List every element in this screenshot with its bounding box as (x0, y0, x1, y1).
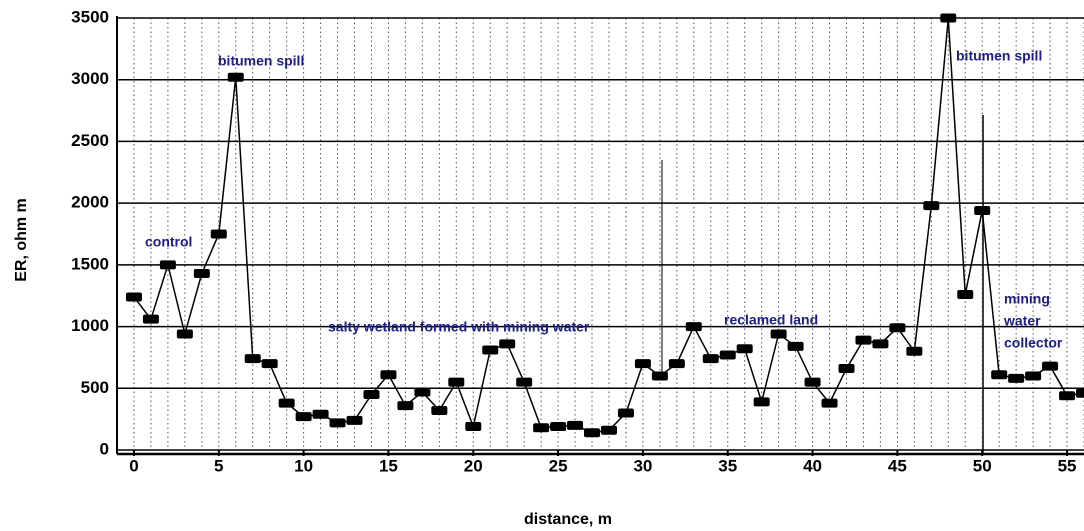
marker (414, 387, 431, 397)
annotation: control (145, 234, 192, 250)
y-tick-label: 3500 (71, 7, 109, 26)
y-tick-label: 1500 (71, 254, 109, 273)
annotation: water (1003, 313, 1041, 329)
marker (312, 409, 329, 419)
marker (550, 422, 567, 432)
y-axis-label: ER, ohm m (13, 198, 30, 282)
x-tick-label: 20 (464, 456, 483, 475)
marker (600, 425, 617, 435)
marker (685, 322, 702, 332)
marker (244, 354, 261, 364)
marker (397, 401, 414, 411)
marker (482, 345, 499, 355)
marker (431, 406, 448, 416)
marker (651, 371, 668, 381)
marker (1008, 373, 1025, 383)
marker (380, 370, 397, 380)
x-tick-label: 25 (549, 456, 568, 475)
annotation: salty wetland formed with mining water (328, 319, 590, 335)
marker (1076, 388, 1084, 398)
y-tick-label: 2500 (71, 131, 109, 150)
x-tick-label: 10 (294, 456, 313, 475)
annotation: bitumen spill (218, 53, 304, 69)
marker (753, 397, 770, 407)
marker (210, 229, 227, 239)
marker (838, 364, 855, 374)
y-tick-label: 3000 (71, 69, 109, 88)
marker (719, 350, 736, 360)
marker (872, 339, 889, 349)
marker (617, 408, 634, 418)
marker (855, 335, 872, 345)
y-tick-label: 2000 (71, 193, 109, 212)
marker (346, 415, 363, 425)
marker (634, 359, 651, 369)
marker (465, 422, 482, 432)
marker (567, 420, 584, 430)
x-tick-label: 0 (129, 456, 138, 475)
marker (363, 389, 380, 399)
marker (295, 412, 312, 422)
x-tick-label: 45 (888, 456, 907, 475)
x-tick-label: 35 (718, 456, 737, 475)
marker (702, 354, 719, 364)
marker (329, 418, 346, 428)
marker (1025, 371, 1042, 381)
marker (499, 339, 516, 349)
x-tick-label: 55 (1058, 456, 1077, 475)
marker (804, 377, 821, 387)
marker (957, 289, 974, 299)
marker (227, 72, 244, 82)
x-axis-label: distance, m (524, 511, 612, 528)
marker (889, 323, 906, 333)
marker (770, 329, 787, 339)
annotation: collector (1004, 335, 1063, 351)
marker (193, 268, 210, 278)
annotation: reclamed land (724, 312, 818, 328)
marker (974, 206, 991, 216)
marker (736, 344, 753, 354)
x-tick-label: 15 (379, 456, 398, 475)
marker (261, 359, 278, 369)
marker (1042, 361, 1059, 371)
x-tick-label: 50 (973, 456, 992, 475)
marker (584, 428, 601, 438)
x-tick-label: 30 (633, 456, 652, 475)
x-tick-label: 40 (803, 456, 822, 475)
marker (176, 329, 193, 339)
x-tick-label: 5 (214, 456, 223, 475)
marker (533, 423, 550, 433)
y-tick-label: 0 (100, 439, 109, 458)
annotation: mining (1004, 291, 1050, 307)
marker (516, 377, 533, 387)
marker (159, 260, 176, 270)
marker (787, 341, 804, 351)
marker (125, 292, 142, 302)
marker (142, 314, 159, 324)
marker (923, 201, 940, 211)
marker (821, 398, 838, 408)
annotation: bitumen spill (956, 48, 1042, 64)
marker (668, 359, 685, 369)
y-tick-label: 500 (81, 378, 109, 397)
marker (448, 377, 465, 387)
marker (278, 398, 295, 408)
marker (940, 13, 957, 23)
marker (991, 370, 1008, 380)
marker (1059, 391, 1076, 401)
marker (906, 346, 923, 356)
y-tick-label: 1000 (71, 316, 109, 335)
